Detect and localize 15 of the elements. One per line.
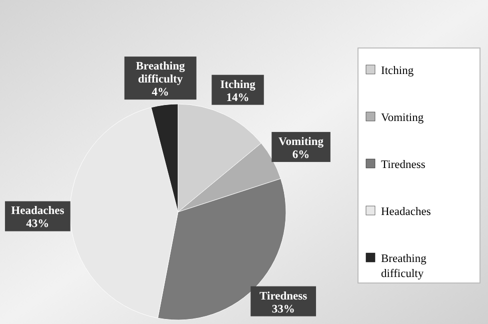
slice-label: Vomiting (278, 136, 324, 148)
data-label: 33% (272, 303, 295, 316)
data-label: 14% (226, 92, 250, 104)
legend-label: Tiredness (381, 159, 426, 171)
legend-label: Vomiting (381, 112, 424, 124)
data-label: 4% (152, 86, 170, 99)
legend-label: Breathing difficulty (381, 253, 427, 280)
slice-label: Itching (220, 78, 256, 91)
slice-label: Breathing difficulty (136, 60, 186, 86)
slice-label: Headaches (11, 205, 65, 218)
legend-label: Itching (381, 65, 414, 77)
data-label: 43% (26, 218, 50, 230)
slice-label: Tiredness (260, 290, 308, 302)
data-label: 6% (292, 148, 310, 161)
legend-label: Headaches (381, 206, 432, 218)
